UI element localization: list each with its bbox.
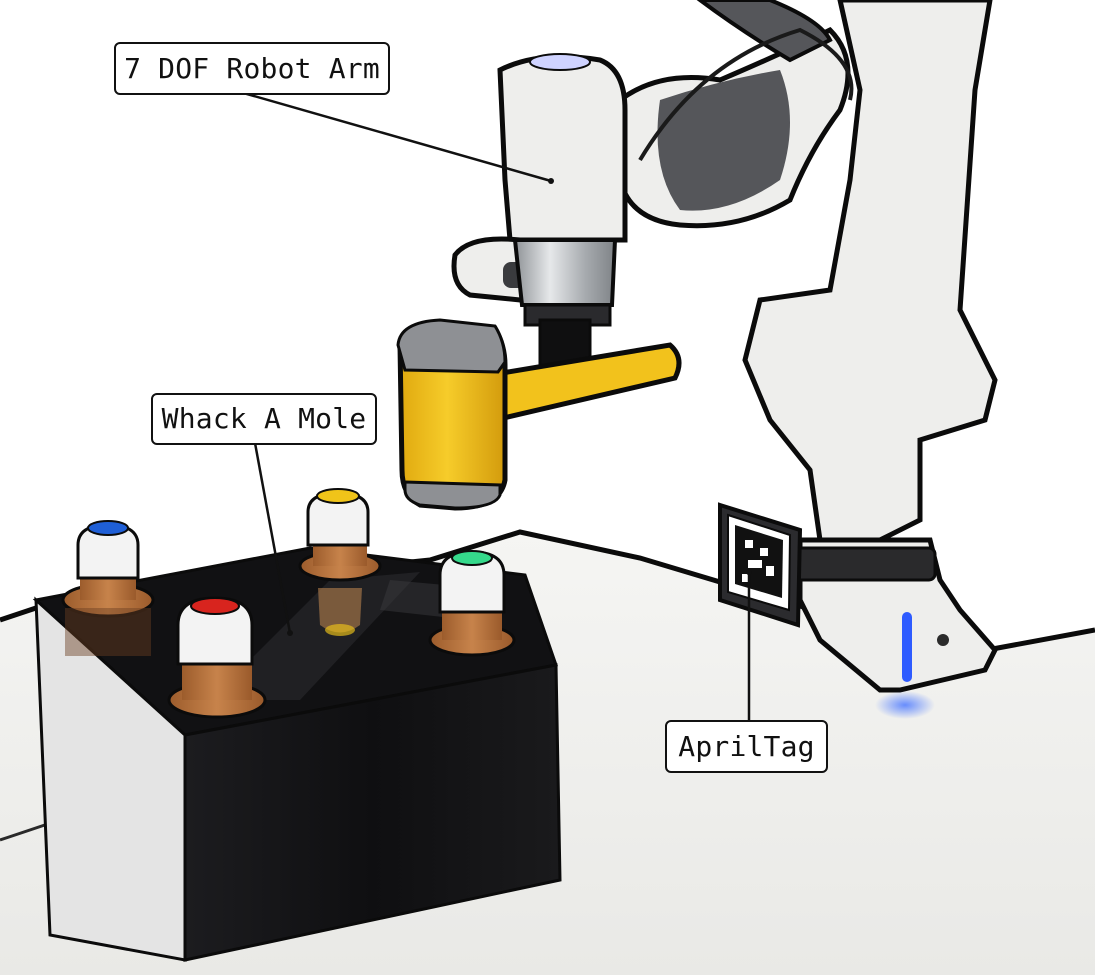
april-tag-label: AprilTag [665,720,828,773]
whack-a-mole-box [32,488,562,962]
mole-yellow [298,488,382,636]
mole-green [428,550,516,657]
hammer [396,318,682,511]
leader-line-mole [253,442,292,634]
status-led [902,612,912,682]
mole-red [167,596,267,719]
whack-a-mole-label: Whack A Mole [151,393,377,445]
leader-line-arm [239,90,552,183]
robot-arm [451,0,998,719]
april-tag [718,502,803,628]
robot-arm-label: 7 DOF Robot Arm [114,42,390,95]
mole-blue [61,520,155,656]
callout-leaders [239,90,752,720]
